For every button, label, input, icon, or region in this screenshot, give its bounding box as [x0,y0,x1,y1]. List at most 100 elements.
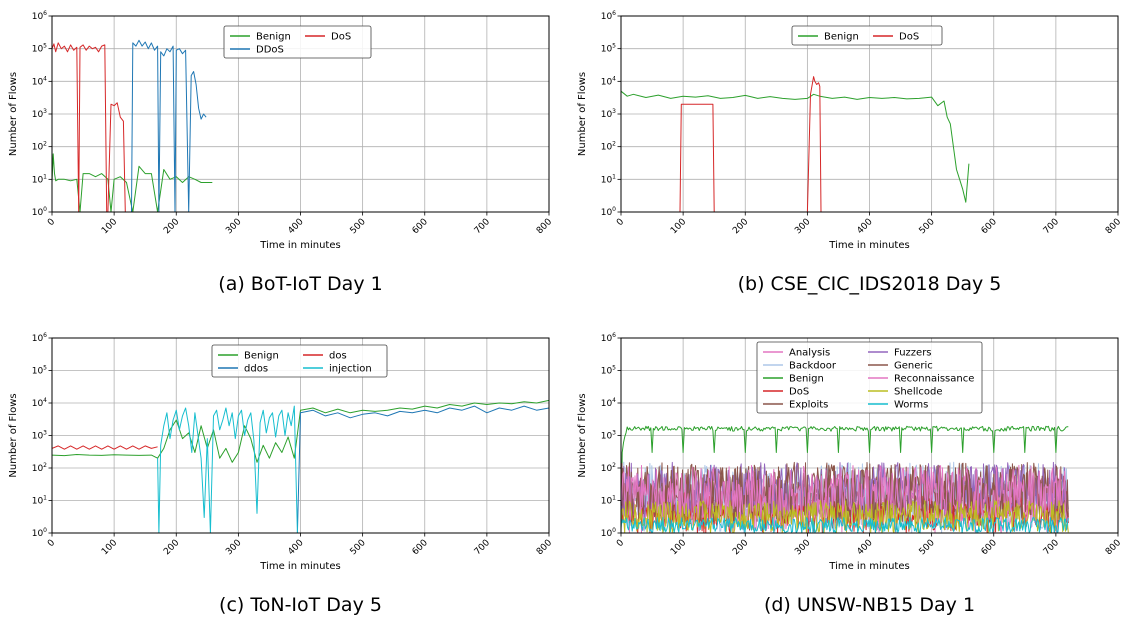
legend-label: DoS [789,387,809,398]
legend-box [211,344,388,378]
legend-label: Reconnaissance [894,374,974,385]
legend-label: ddos [244,364,268,375]
y-axis-label: Number of Flows [577,72,588,156]
x-tick-label: 0 [615,217,626,228]
series-line-shellcode [621,500,1069,533]
series-line-benign [621,90,970,203]
y-tick-label: 102 [32,462,47,474]
y-axis-label: Number of Flows [8,72,19,156]
y-tick-label: 103 [601,108,616,120]
x-tick-label: 100 [100,538,119,557]
x-axis-label: Time in minutes [828,240,909,251]
x-axis-label: Time in minutes [828,561,909,572]
chart-panel-1: 0 100 200 300 400 500 600 700 800100101102103104… [8,10,554,295]
y-tick-label: 103 [32,430,47,442]
x-tick-label: 400 [286,538,305,557]
y-tick-label: 106 [32,10,47,22]
legend-label: Benign [789,374,824,385]
legend-label: DoS [899,32,919,43]
series-line-benign [52,399,549,463]
legend-box [791,25,943,46]
x-tick-label: 500 [918,538,937,557]
plot-area [52,399,549,533]
series-line-injection [157,405,298,533]
x-tick-label: 300 [793,217,812,236]
x-tick-label: 100 [669,538,688,557]
x-tick-label: 700 [473,217,492,236]
x-tick-label: 600 [411,217,430,236]
series-line-reconnaissance [621,464,1069,524]
y-tick-label: 104 [601,397,616,409]
y-tick-label: 105 [32,43,47,55]
x-tick-label: 700 [1042,217,1061,236]
y-tick-label: 106 [32,332,47,344]
legend-label: Analysis [789,348,830,359]
x-tick-label: 200 [731,217,750,236]
legend-label: Benign [256,32,291,43]
plot-area [52,39,213,212]
x-tick-label: 200 [162,538,181,557]
plot-area [621,76,970,212]
series-line-ddos [296,405,549,533]
y-tick-label: 101 [32,173,47,185]
x-tick-label: 300 [224,217,243,236]
x-tick-label: 800 [1104,217,1123,236]
y-axis-label: Number of Flows [8,393,19,477]
series-line-benign [621,425,1069,533]
y-tick-label: 104 [32,75,47,87]
x-tick-label: 700 [473,538,492,557]
x-tick-label: 200 [731,538,750,557]
x-tick-label: 0 [46,538,57,549]
x-tick-label: 500 [918,217,937,236]
chart-panel-3: 0 100 200 300 400 500 600 700 800100101102103104… [8,332,554,616]
x-tick-label: 400 [855,538,874,557]
y-tick-label: 100 [601,527,616,539]
series-line-dos [52,42,126,212]
legend-label: Generic [894,361,933,372]
x-tick-label: 500 [349,538,368,557]
y-tick-label: 105 [32,365,47,377]
x-tick-label: 800 [535,217,554,236]
y-tick-label: 102 [601,141,616,153]
chart-panel-4: 0 100 200 300 400 500 600 700 800100101102103104… [577,332,1123,616]
x-tick-label: 200 [162,217,181,236]
legend-label: Fuzzers [894,348,932,359]
x-tick-label: 0 [615,538,626,549]
y-tick-label: 106 [601,10,616,22]
x-tick-label: 600 [980,538,999,557]
y-tick-label: 100 [601,206,616,218]
x-axis-label: Time in minutes [259,240,340,251]
y-tick-label: 105 [601,43,616,55]
y-tick-label: 101 [32,495,47,507]
legend-box [223,25,372,59]
series-line-worms [621,517,1069,533]
x-tick-label: 100 [100,217,119,236]
panel-caption: (b) CSE_CIC_IDS2018 Day 5 [738,273,1002,295]
legend-label: Exploits [789,400,828,411]
legend-label: DDoS [256,45,284,56]
plot-area [621,425,1069,533]
panel-caption: (a) BoT-IoT Day 1 [218,273,382,295]
y-tick-label: 103 [601,430,616,442]
y-tick-label: 102 [32,141,47,153]
legend-label: dos [329,351,347,362]
series-line-dos [679,76,822,212]
chart-panel-2: 0 100 200 300 400 500 600 700 800100101102103104… [577,10,1123,295]
y-tick-label: 104 [601,75,616,87]
series-line-ddos [131,39,207,212]
legend-label: Benign [824,32,859,43]
y-tick-label: 100 [32,527,47,539]
y-tick-label: 105 [601,365,616,377]
y-tick-label: 106 [601,332,616,344]
y-tick-label: 102 [601,462,616,474]
x-tick-label: 300 [793,538,812,557]
legend-label: DoS [331,32,351,43]
y-tick-label: 104 [32,397,47,409]
series-line-benign [52,153,213,212]
x-tick-label: 0 [46,217,57,228]
legend-label: Worms [894,400,928,411]
x-tick-label: 800 [1104,538,1123,557]
y-tick-label: 103 [32,108,47,120]
x-tick-label: 800 [535,538,554,557]
